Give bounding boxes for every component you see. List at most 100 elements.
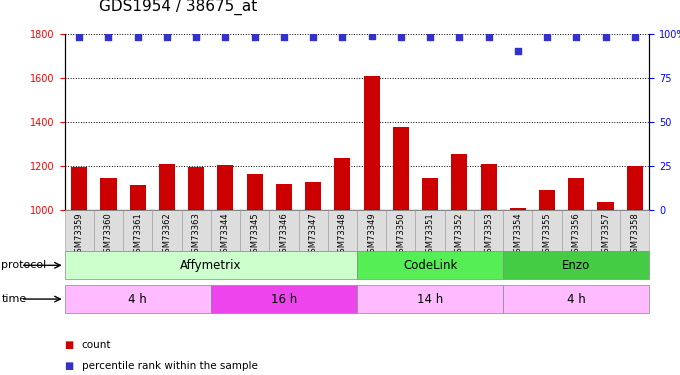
Bar: [65, 210, 94, 251]
Text: GSM73351: GSM73351: [426, 212, 435, 258]
Bar: [299, 210, 328, 251]
Bar: [247, 174, 262, 210]
Text: percentile rank within the sample: percentile rank within the sample: [82, 361, 258, 370]
Bar: [218, 165, 233, 210]
Text: GSM73361: GSM73361: [133, 212, 142, 258]
Bar: [94, 210, 123, 251]
Bar: [65, 251, 357, 279]
Point: [571, 34, 581, 40]
Text: GSM73350: GSM73350: [396, 212, 405, 258]
Text: Enzo: Enzo: [562, 259, 590, 272]
Bar: [276, 184, 292, 210]
Text: GSM73344: GSM73344: [221, 212, 230, 258]
Bar: [335, 158, 350, 210]
Text: GSM73356: GSM73356: [572, 212, 581, 258]
Bar: [211, 210, 240, 251]
Bar: [627, 166, 643, 210]
Bar: [159, 164, 175, 210]
Text: 4 h: 4 h: [129, 292, 147, 306]
Text: CodeLink: CodeLink: [403, 259, 457, 272]
Bar: [539, 190, 555, 210]
Bar: [328, 210, 357, 251]
Text: GSM73345: GSM73345: [250, 212, 259, 258]
Point: [190, 34, 201, 40]
Bar: [591, 210, 620, 251]
Point: [424, 34, 435, 40]
Bar: [269, 210, 299, 251]
Point: [220, 34, 231, 40]
Bar: [130, 184, 146, 210]
Text: protocol: protocol: [1, 260, 47, 270]
Text: GSM73354: GSM73354: [513, 212, 522, 258]
Bar: [620, 210, 649, 251]
Text: GSM73362: GSM73362: [163, 212, 171, 258]
Bar: [211, 285, 357, 313]
Point: [279, 34, 290, 40]
Text: GSM73360: GSM73360: [104, 212, 113, 258]
Bar: [474, 210, 503, 251]
Bar: [305, 183, 321, 210]
Bar: [188, 167, 204, 210]
Text: 16 h: 16 h: [271, 292, 297, 306]
Text: GSM73353: GSM73353: [484, 212, 493, 258]
Bar: [357, 285, 503, 313]
Text: GSM73359: GSM73359: [75, 212, 84, 258]
Text: GSM73348: GSM73348: [338, 212, 347, 258]
Point: [73, 34, 84, 40]
Text: 14 h: 14 h: [417, 292, 443, 306]
Bar: [65, 285, 211, 313]
Text: ■: ■: [65, 361, 74, 370]
Bar: [182, 210, 211, 251]
Text: Affymetrix: Affymetrix: [180, 259, 241, 272]
Bar: [503, 251, 649, 279]
Bar: [445, 210, 474, 251]
Text: 4 h: 4 h: [567, 292, 585, 306]
Text: GSM73357: GSM73357: [601, 212, 610, 258]
Bar: [123, 210, 152, 251]
Bar: [422, 178, 438, 210]
Text: GSM73355: GSM73355: [543, 212, 551, 258]
Bar: [481, 164, 496, 210]
Bar: [415, 210, 445, 251]
Point: [630, 34, 641, 40]
Bar: [393, 128, 409, 210]
Text: GSM73358: GSM73358: [630, 212, 639, 258]
Bar: [357, 210, 386, 251]
Text: ■: ■: [65, 340, 74, 350]
Bar: [101, 178, 116, 210]
Bar: [452, 154, 467, 210]
Bar: [568, 178, 584, 210]
Bar: [364, 76, 379, 210]
Text: GSM73352: GSM73352: [455, 212, 464, 258]
Point: [600, 34, 611, 40]
Text: GSM73363: GSM73363: [192, 212, 201, 258]
Bar: [598, 202, 613, 210]
Bar: [386, 210, 415, 251]
Bar: [357, 251, 503, 279]
Point: [512, 48, 523, 54]
Point: [454, 34, 464, 40]
Bar: [240, 210, 269, 251]
Point: [132, 34, 143, 40]
Bar: [71, 167, 87, 210]
Text: GSM73346: GSM73346: [279, 212, 288, 258]
Bar: [532, 210, 562, 251]
Bar: [152, 210, 182, 251]
Bar: [503, 285, 649, 313]
Text: count: count: [82, 340, 111, 350]
Bar: [503, 210, 532, 251]
Point: [337, 34, 347, 40]
Text: time: time: [1, 294, 27, 304]
Point: [249, 34, 260, 40]
Text: GDS1954 / 38675_at: GDS1954 / 38675_at: [99, 0, 257, 15]
Point: [395, 34, 406, 40]
Bar: [562, 210, 591, 251]
Bar: [510, 208, 526, 210]
Point: [307, 34, 318, 40]
Point: [541, 34, 552, 40]
Text: GSM73347: GSM73347: [309, 212, 318, 258]
Point: [162, 34, 173, 40]
Point: [103, 34, 114, 40]
Text: GSM73349: GSM73349: [367, 212, 376, 258]
Point: [366, 33, 377, 39]
